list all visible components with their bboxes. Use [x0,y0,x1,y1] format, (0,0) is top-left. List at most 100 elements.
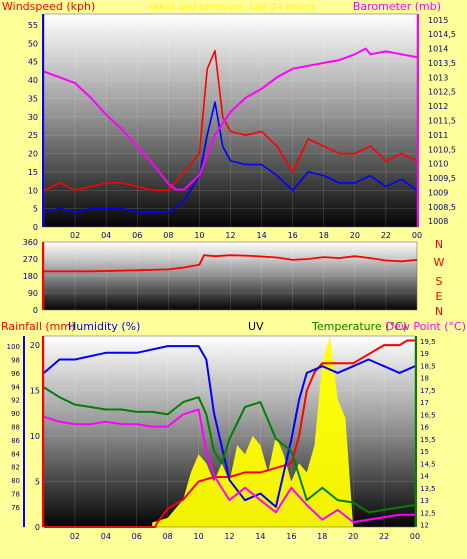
temperature-tick-label: 17,5 [420,387,436,395]
rain-panel-ticks: 02 04 06 08 10 12 14 16 18 20 22 000510152076788082… [7,338,436,541]
barometer-tick-label: 1011,5 [428,117,456,126]
rainfall-tick-label: 15 [30,387,40,396]
rain-x-tick-label: 00 [410,532,420,541]
humidity-axis-label: Humidity (%) [68,320,140,333]
rainfall-tick-label: 5 [35,478,40,487]
uv-axis-label: UV [248,320,264,333]
compass-label: N [435,238,443,251]
rain-x-tick-label: 18 [317,532,327,541]
wind-panel-center-title: Wind and pressure, last 24 hours [149,2,314,13]
windspeed-tick-label: 55 [28,21,38,30]
rain-x-tick-label: 20 [348,532,358,541]
uv-area [152,336,354,527]
temperature-tick-label: 19 [420,350,429,358]
humidity-tick-label: 100 [7,343,20,351]
compass-label: E [436,290,443,303]
barometer-tick-label: 1008 [428,217,448,226]
rain-x-tick-label: 14 [255,532,265,541]
compass-label: S [436,275,443,288]
dewpoint-line [43,408,415,524]
rain-x-tick-label: 08 [163,532,173,541]
rain-x-tick-label: 06 [132,532,142,541]
wind-panel-background [44,14,417,227]
temperature-tick-label: 14,5 [420,460,436,468]
wind-panel-ticks: 02 04 06 08 10 12 14 16 18 20 22 000510152025303540… [28,16,456,240]
compass-label: N [435,305,443,318]
barometer-tick-label: 1009 [428,188,448,197]
humidity-tick-label: 84 [11,450,20,458]
wind-x-tick-label: 00 [412,231,422,240]
rainfall-axis-label: Rainfall (mm) [1,320,75,333]
direction-panel-ticks: 0 90 180 270 360 [23,238,38,315]
windspeed-axis-label: Windspeed (kph) [2,0,95,13]
compass-label: W [434,256,445,269]
wind-x-tick-label: 18 [319,231,329,240]
rainfall-tick-label: 10 [30,432,40,441]
windspeed-tick-label: 0 [33,223,38,232]
temperature-axis-label: Temperature (°C) [311,320,407,333]
average-line [43,101,418,214]
direction-tick-label: 270 [23,255,38,264]
humidity-tick-label: 86 [11,437,20,445]
temperature-tick-label: 15,5 [420,436,436,444]
rain-x-tick-label: 12 [224,532,234,541]
humidity-tick-label: 92 [11,397,20,405]
humidity-tick-label: 96 [11,370,20,378]
barometer-line [43,47,418,191]
humidity-tick-label: 90 [11,410,20,418]
wind-x-tick-label: 06 [132,231,142,240]
barometer-tick-label: 1013,5 [428,59,456,68]
wind-panel-series [43,47,418,214]
rainfall-tick-label: 0 [35,523,40,532]
wind-x-tick-label: 08 [163,231,173,240]
windspeed-tick-label: 35 [28,94,38,103]
temperature-tick-label: 15 [420,448,429,456]
wind-x-tick-label: 22 [381,231,391,240]
barometer-tick-label: 1012 [428,102,448,111]
temperature-tick-label: 18,5 [420,362,436,370]
windspeed-tick-label: 10 [28,186,38,195]
rain-x-tick-label: 10 [193,532,203,541]
humidity-tick-label: 88 [11,423,20,431]
temperature-tick-label: 12 [420,522,429,530]
temperature-tick-label: 13 [420,497,429,505]
wind-direction-line [44,254,418,273]
wind-x-tick-label: 20 [350,231,360,240]
windspeed-tick-label: 30 [28,113,38,122]
gust-line [43,49,418,192]
direction-tick-label: 180 [23,272,38,281]
windspeed-tick-label: 15 [28,168,38,177]
rain-x-tick-label: 16 [286,532,296,541]
barometer-tick-label: 1013 [428,73,448,82]
humidity-tick-label: 82 [11,464,20,472]
temperature-tick-label: 19,5 [420,338,436,346]
humidity-tick-label: 98 [11,356,20,364]
temperature-tick-label: 17 [420,399,429,407]
direction-panel-series [44,254,418,273]
temperature-tick-label: 13,5 [420,485,436,493]
windspeed-tick-label: 5 [33,205,38,214]
humidity-tick-label: 94 [11,383,20,391]
dewpoint-axis-label: Dew Point (°C) [386,320,466,333]
temperature-tick-label: 14 [420,473,429,481]
barometer-axis-label: Barometer (mb) [353,0,441,13]
temperature-tick-label: 18 [420,375,429,383]
windspeed-tick-label: 40 [28,76,38,85]
barometer-tick-label: 1015 [428,16,448,25]
windspeed-tick-label: 25 [28,131,38,140]
barometer-tick-label: 1012,5 [428,88,456,97]
direction-panel-background [44,242,417,310]
temperature-tick-label: 12,5 [420,509,436,517]
windspeed-tick-label: 50 [28,39,38,48]
rainfall-line [44,339,415,528]
barometer-tick-label: 1010,5 [428,145,456,154]
rainfall-tick-label: 20 [30,341,40,350]
rain-x-tick-label: 02 [70,532,80,541]
wind-x-tick-label: 02 [70,231,80,240]
barometer-tick-label: 1014,5 [428,30,456,39]
humidity-tick-label: 76 [11,504,20,512]
humidity-tick-label: 78 [11,490,20,498]
